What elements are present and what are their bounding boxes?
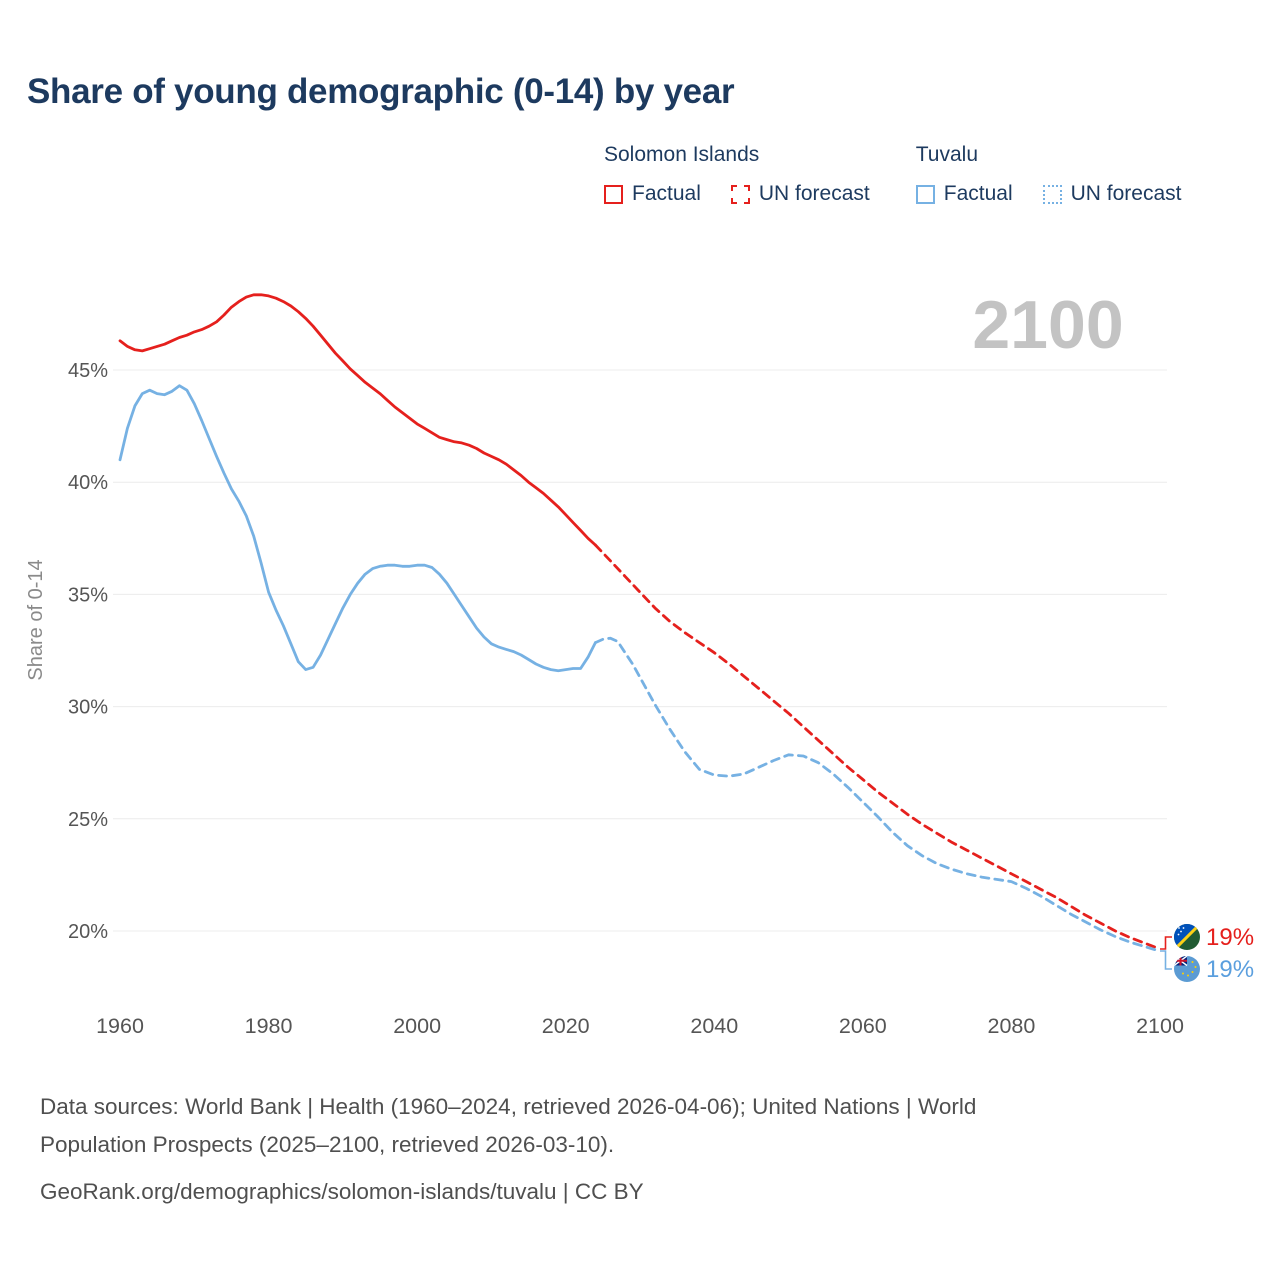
legend-title-tuvalu: Tuvalu [915, 143, 979, 166]
legend: Solomon Islands Factual UN forecast Tuva… [604, 143, 1182, 206]
x-tick-label-2100: 2100 [1136, 1014, 1184, 1038]
y-tick-label-45: 45% [68, 360, 108, 382]
legend-title-solomon-islands: Solomon Islands [604, 143, 760, 166]
page-title: Share of young demographic (0-14) by yea… [27, 72, 735, 111]
footer: Data sources: World Bank | Health (1960–… [40, 1088, 976, 1211]
solomon-islands-flag-icon [1174, 924, 1200, 950]
tuvalu-end-value: 19% [1206, 956, 1254, 983]
solomon-end-connector [1160, 936, 1172, 950]
series-line-solomon-islands-un-forecast [594, 543, 1162, 951]
legend-group-tuvalu: Tuvalu Factual UN forecast [915, 143, 1182, 206]
legend-item-tuvalu-factual[interactable]: Factual [915, 182, 1013, 206]
legend-item-label: Factual [943, 182, 1013, 205]
credit-url: GeoRank.org/demographics/solomon-islands… [40, 1179, 644, 1204]
solid-line-swatch-icon [915, 184, 935, 204]
tuvalu-flag-icon [1174, 956, 1200, 982]
legend-item-solomon-forecast[interactable]: UN forecast [730, 182, 870, 206]
x-tick-label-2040: 2040 [690, 1014, 738, 1038]
x-tick-label-2020: 2020 [542, 1014, 590, 1038]
line-chart: 20% 25% 30% 35% 40% 45% 1960 1980 2000 2020 2040 20… [25, 287, 1254, 1038]
x-tick-label-1980: 1980 [245, 1014, 293, 1038]
x-tick-label-2080: 2080 [988, 1014, 1036, 1038]
solomon-end-value: 19% [1206, 924, 1254, 951]
legend-item-tuvalu-forecast[interactable]: UN forecast [1042, 182, 1182, 206]
dashed-line-swatch-icon [730, 184, 750, 204]
tuvalu-end-connector [1160, 950, 1172, 970]
legend-item-label: Factual [632, 182, 701, 205]
legend-group-solomon-islands: Solomon Islands Factual UN forecast [604, 143, 870, 206]
legend-item-label: UN forecast [1070, 182, 1182, 205]
grid-and-axes: 20% 25% 30% 35% 40% 45% 1960 1980 2000 2020 2040 20… [25, 360, 1184, 1038]
legend-item-solomon-factual[interactable]: Factual [604, 182, 701, 206]
y-tick-label-35: 35% [68, 584, 108, 606]
x-tick-label-2060: 2060 [839, 1014, 887, 1038]
dotted-line-swatch-icon [1042, 184, 1062, 204]
data-sources-line-1: Data sources: World Bank | Health (1960–… [40, 1094, 977, 1119]
x-tick-label-2000: 2000 [393, 1014, 441, 1038]
data-sources-line-2: Population Prospects (2025–2100, retriev… [40, 1132, 615, 1157]
y-axis-title: Share of 0-14 [25, 559, 47, 680]
end-labels: 19% 19% [1160, 924, 1254, 983]
series-line-tuvalu-factual [118, 384, 597, 673]
legend-item-label: UN forecast [758, 182, 870, 205]
solid-line-swatch-icon [604, 184, 623, 204]
series-lines [118, 293, 1162, 953]
x-tick-label-1960: 1960 [96, 1014, 144, 1038]
series-line-tuvalu-un-forecast [594, 636, 1162, 953]
y-tick-label-30: 30% [68, 697, 108, 719]
year-watermark: 2100 [972, 287, 1123, 363]
y-tick-label-40: 40% [68, 472, 108, 494]
y-tick-label-20: 20% [68, 921, 108, 943]
series-line-solomon-islands-factual [118, 293, 597, 547]
y-tick-label-25: 25% [68, 809, 108, 831]
